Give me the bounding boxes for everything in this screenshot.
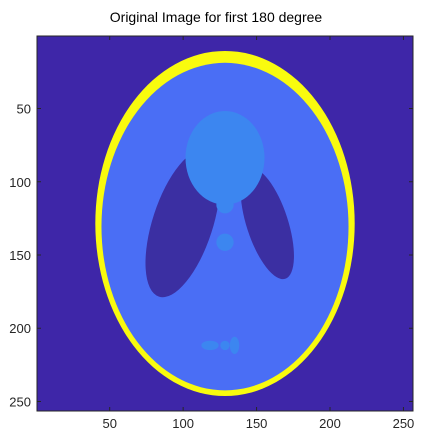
phantom-image — [37, 36, 413, 411]
y-tick-label: 100 — [9, 175, 31, 190]
y-tick-label: 250 — [9, 394, 31, 409]
y-tick-label: 200 — [9, 321, 31, 336]
x-tick-label: 50 — [102, 416, 116, 431]
figure-title: Original Image for first 180 degree — [110, 9, 323, 25]
small-spot-4-region — [220, 340, 230, 351]
small-spot-2-region — [216, 233, 234, 251]
axes-frame — [36, 35, 414, 412]
y-tick-label: 150 — [9, 248, 31, 263]
upper-blob-region — [185, 111, 265, 205]
right-ventricle-region — [240, 167, 294, 280]
x-tick-label: 100 — [172, 416, 194, 431]
x-tick-label: 250 — [393, 416, 415, 431]
small-spot-1-region — [216, 196, 234, 214]
y-tick-label: 50 — [17, 102, 31, 117]
small-spot-5-region — [229, 336, 240, 355]
x-tick-label: 200 — [319, 416, 341, 431]
axis-ticks: 50 100 150 200 250 50 100 150 200 250 — [9, 36, 414, 431]
small-spot-3-region — [201, 340, 219, 351]
brain-region — [101, 62, 349, 391]
x-tick-label: 150 — [246, 416, 268, 431]
